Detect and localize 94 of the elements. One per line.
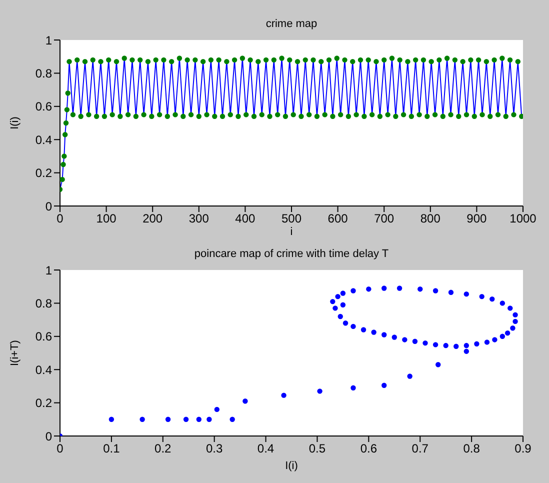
- point: [332, 306, 338, 311]
- x-tick-label: 0: [56, 442, 64, 456]
- y-tick-label: 0.2: [35, 396, 52, 410]
- x-axis-title: i: [290, 226, 293, 238]
- point: [350, 288, 356, 294]
- point: [407, 374, 412, 379]
- point: [242, 398, 248, 404]
- point: [342, 320, 348, 326]
- point: [432, 342, 438, 348]
- point: [317, 388, 322, 394]
- point: [165, 416, 171, 422]
- x-tick-label: 0.9: [514, 442, 532, 456]
- point: [490, 296, 495, 302]
- point: [214, 406, 220, 412]
- point: [396, 286, 402, 291]
- point: [443, 342, 448, 348]
- chart-title: crime map: [264, 18, 318, 30]
- point: [230, 416, 235, 422]
- point: [392, 334, 397, 340]
- x-tick-label: 0.8: [463, 442, 480, 456]
- point: [510, 326, 516, 331]
- x-tick-label: 0.6: [360, 442, 378, 456]
- point: [206, 416, 212, 422]
- x-tick-label: 0.5: [308, 442, 326, 456]
- x-tick-label: 600: [328, 212, 348, 226]
- point: [338, 314, 343, 320]
- x-tick-label: 0.1: [103, 442, 120, 456]
- y-axis-title: I(i+T): [8, 340, 21, 366]
- x-tick-label: 1000: [510, 212, 537, 226]
- point: [335, 294, 340, 300]
- point: [281, 392, 286, 398]
- point: [140, 416, 145, 422]
- point: [422, 340, 428, 346]
- point: [464, 291, 470, 297]
- point: [350, 324, 356, 330]
- x-tick-label: 700: [374, 212, 394, 226]
- point: [108, 416, 114, 422]
- point: [512, 318, 518, 324]
- point: [508, 306, 513, 311]
- point: [436, 362, 441, 368]
- point: [360, 327, 366, 332]
- point: [183, 416, 189, 422]
- point: [479, 294, 484, 300]
- point: [382, 332, 387, 338]
- point: [504, 330, 510, 336]
- y-tick-label: 0: [45, 199, 52, 214]
- x-tick-label: 0: [56, 212, 64, 226]
- point: [448, 290, 454, 296]
- point: [432, 288, 438, 294]
- y-tick-label: 0.8: [35, 66, 52, 80]
- chart-title: poincare map of crime with time delay T: [193, 248, 390, 260]
- x-tick-label: 800: [420, 212, 441, 226]
- x-axis-title: I(i): [285, 460, 298, 472]
- y-tick-label: 0.4: [35, 362, 52, 377]
- x-tick-label: 200: [142, 212, 163, 226]
- x-tick-label: 900: [466, 212, 488, 226]
- point: [454, 344, 459, 349]
- x-tick-label: 0.3: [206, 442, 223, 456]
- point: [464, 342, 470, 348]
- point: [350, 385, 356, 390]
- x-tick-label: 0.2: [154, 442, 172, 456]
- x-tick-label: 400: [235, 212, 256, 226]
- point: [340, 290, 346, 296]
- point: [371, 330, 376, 335]
- point: [402, 337, 408, 342]
- x-tick-label: 100: [96, 212, 117, 226]
- y-axis-title: I(i): [8, 116, 21, 130]
- point: [366, 286, 372, 292]
- x-tick-label: 0.4: [257, 442, 274, 456]
- point: [492, 337, 498, 342]
- point: [464, 348, 470, 354]
- x-tick-label: 0.7: [412, 442, 429, 456]
- point: [484, 340, 490, 345]
- y-tick-label: 0.2: [35, 166, 52, 180]
- point: [382, 382, 387, 388]
- y-tick-label: 1: [45, 263, 52, 278]
- y-tick-label: 0.6: [35, 330, 52, 344]
- y-tick-label: 0: [45, 429, 52, 444]
- point: [512, 312, 518, 318]
- point: [500, 334, 506, 339]
- point: [418, 286, 423, 292]
- x-tick-label: 300: [188, 212, 210, 226]
- point: [500, 300, 506, 306]
- point: [382, 286, 387, 291]
- point: [340, 302, 346, 308]
- y-tick-label: 0.6: [35, 100, 52, 114]
- y-tick-label: 0.4: [35, 132, 52, 147]
- point: [474, 341, 480, 346]
- x-tick-label: 500: [281, 212, 302, 226]
- y-tick-label: 1: [45, 33, 52, 48]
- point: [330, 298, 336, 304]
- y-tick-label: 0.8: [35, 296, 52, 310]
- point: [196, 416, 202, 422]
- point: [412, 338, 418, 344]
